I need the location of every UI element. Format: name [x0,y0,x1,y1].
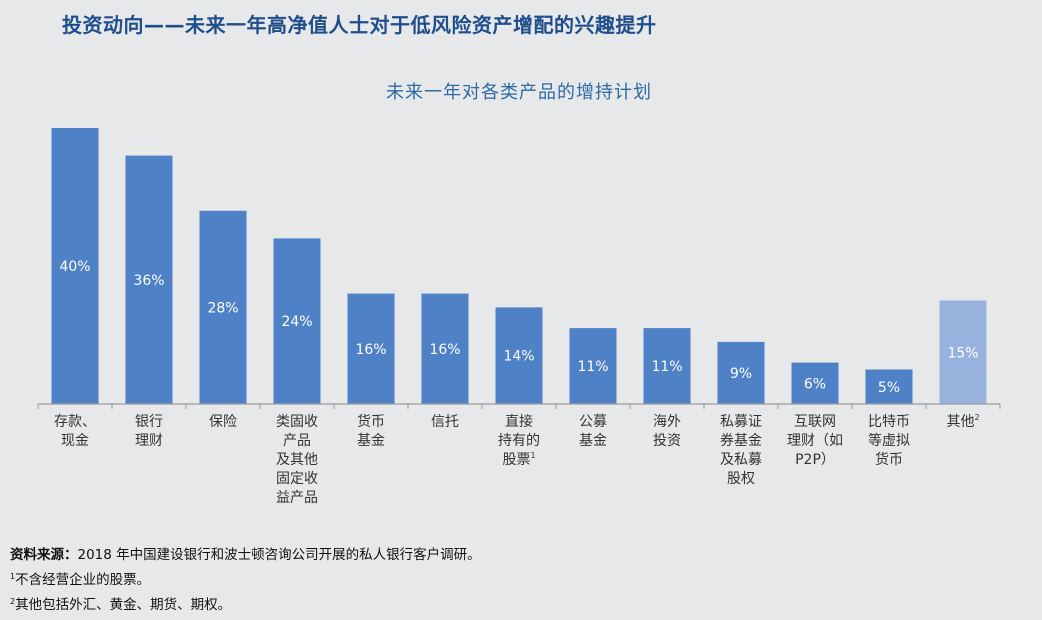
bar [347,293,395,404]
category-label: 信托 [431,414,459,430]
bar [791,362,839,404]
bar-value-label: 28% [207,300,238,316]
category-label-line: 货币 [875,451,903,468]
source-text: 2018 年中国建设银行和波士顿咨询公司开展的私人银行客户调研。 [77,547,481,563]
category-label-line: 比特币 [868,414,910,430]
bar [643,328,691,404]
category-label-line: 投资 [653,433,681,449]
category-label: 银行理财 [135,414,163,449]
bar-value-label: 9% [730,366,752,382]
footnote-1: 1不含经营企业的股票。 [10,566,481,591]
category-label-line: 存款、 [54,414,96,430]
x-axis-ticks [37,404,1001,409]
category-label-line: 理财（如 [787,433,843,449]
category-label: 类固收产品及其他固定收益产品 [276,414,318,506]
chart-title: 未来一年对各类产品的增持计划 [386,82,652,103]
footnote-2: 2其他包括外汇、黄金、期货、期权。 [10,591,481,616]
category-label-line: 互联网 [794,414,836,430]
page-headline: 投资动向——未来一年高净值人士对于低风险资产增配的兴趣提升 [62,13,657,37]
category-label: 海外投资 [653,414,681,449]
category-footnote-mark: 2 [974,413,979,422]
bar-value-label: 6% [804,376,826,392]
category-label-line: 海外 [653,414,681,430]
bar [51,128,99,404]
category-label-line: 直接 [505,413,533,430]
bar [939,300,987,404]
category-label-line: 现金 [61,433,89,449]
bar-value-label: 15% [947,345,978,361]
bar-value-label: 40% [59,259,90,275]
category-label: 存款、现金 [54,414,96,449]
category-label-line: 类固收 [276,414,318,430]
bar [421,293,469,404]
bars-group [51,128,987,404]
source-line: 资料来源：2018 年中国建设银行和波士顿咨询公司开展的私人银行客户调研。 [10,545,481,566]
bar [273,238,321,404]
category-label-line: 益产品 [276,490,318,506]
bar [495,307,543,404]
category-label-line: 私募证 [720,414,762,430]
category-label-line: 信托 [431,414,459,430]
category-label-line: 货币 [357,413,385,430]
footnote-1-text: 不含经营企业的股票。 [15,572,151,588]
footnote-2-text: 其他包括外汇、黄金、期货、期权。 [15,597,232,613]
bar-value-label: 24% [281,314,312,330]
bar-value-label: 14% [503,349,534,365]
category-label-line: 基金 [579,432,607,449]
bar [865,369,913,404]
category-label-line: 持有的 [498,433,540,449]
bar-value-label: 5% [878,380,900,396]
bar-value-label: 36% [133,273,164,289]
category-label-line: 公募 [579,414,607,430]
category-label: 保险 [209,414,237,430]
category-label-line: 股权 [727,471,755,487]
category-label-line: 及其他 [276,452,318,468]
category-label-line: 保险 [209,414,237,430]
category-label-line: 其他2 [946,413,979,430]
category-label: 公募基金 [579,414,607,449]
bar-value-label: 16% [429,342,460,358]
category-label-line: 等虚拟 [868,432,910,449]
category-label-line: 券基金 [720,432,762,449]
category-label-line: 理财 [135,433,163,449]
category-label: 其他2 [946,413,979,430]
category-label: 直接持有的股票1 [498,413,540,468]
category-footnote-mark: 1 [530,451,535,460]
bar [717,341,765,404]
bar [125,155,173,404]
category-label-line: 股票1 [502,451,535,468]
bar [199,210,247,404]
bar-value-label: 16% [355,342,386,358]
category-label: 货币基金 [357,413,385,449]
bar [569,328,617,404]
category-label-line: 基金 [357,432,385,449]
bar-value-labels: 40% 36% 28% 24% 16% 16% 14% 11% 11% 9% 6% 5% 15% [59,259,978,396]
category-label-line: P2P） [795,452,835,468]
category-label-line: 及私募 [720,452,762,468]
category-label-line: 产品 [283,433,311,449]
category-label-line: 银行 [135,414,163,430]
footnote-2-mark: 2 [10,597,16,606]
footnote-1-mark: 1 [10,572,16,581]
source-notes: 资料来源：2018 年中国建设银行和波士顿咨询公司开展的私人银行客户调研。 1不… [10,545,481,616]
category-label-line: 固定收 [276,471,318,487]
category-label: 比特币等虚拟货币 [868,414,910,468]
category-label: 互联网理财（如 P2P） [787,414,843,468]
category-label: 私募证券基金及私募股权 [720,414,762,487]
source-label: 资料来源： [10,547,78,563]
bar-value-label: 11% [651,359,682,375]
bar-value-label: 11% [577,359,608,375]
